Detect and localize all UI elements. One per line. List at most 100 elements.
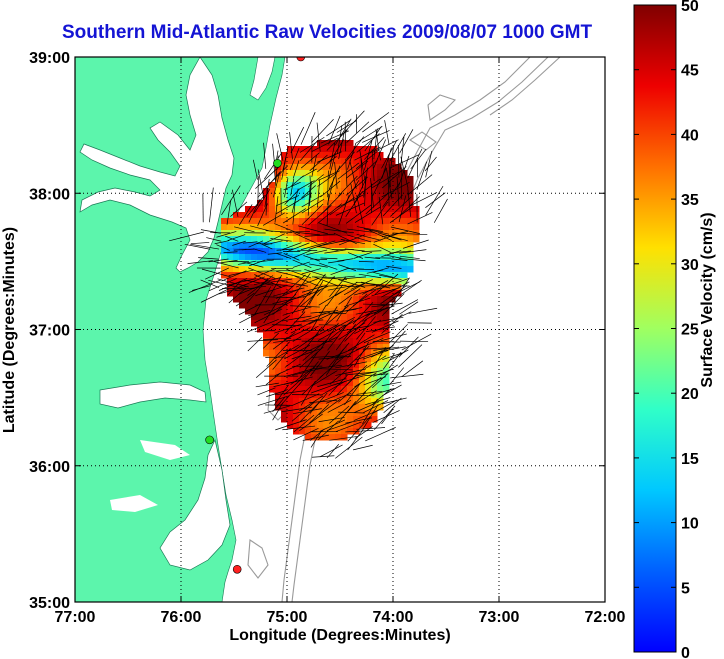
velocity-vector [364,126,382,152]
velocity-cell [371,392,378,399]
velocity-vector [297,225,329,235]
velocity-cell [251,218,258,225]
velocity-cell [275,326,282,333]
velocity-cell [347,224,354,231]
velocity-cell [311,242,318,249]
velocity-cell [365,158,372,165]
velocity-cell [299,182,306,189]
velocity-vector [283,374,307,396]
velocity-cell [317,362,324,369]
velocity-cell [269,356,276,363]
velocity-vector [387,176,390,207]
velocity-cell [287,236,294,243]
velocity-vector [389,146,394,179]
velocity-cell [293,170,300,177]
velocity-cell [317,368,324,375]
velocity-cell [383,386,390,393]
velocity-vector [362,306,389,322]
velocity-cell [311,230,318,237]
velocity-vector [398,344,423,368]
velocity-cell [221,224,228,231]
velocity-vector [362,112,390,133]
velocity-cell [329,194,336,201]
velocity-cell [401,278,408,285]
velocity-vector [309,181,312,207]
velocity-cell [305,380,312,387]
velocity-cell [227,290,234,297]
velocity-vector [320,257,338,260]
velocity-vector [320,180,341,198]
velocity-cell [251,230,258,237]
velocity-cell [251,212,258,219]
velocity-cell [335,422,342,429]
velocity-cell [263,218,270,225]
velocity-cell [293,236,300,243]
velocity-cell [335,362,342,369]
velocity-cell [353,158,360,165]
velocity-cell [245,230,252,237]
velocity-cell [365,200,372,207]
velocity-cell [371,200,378,207]
velocity-cell [377,260,384,267]
velocity-vector [309,428,325,441]
velocity-cell [287,326,294,333]
velocity-cell [293,218,300,225]
velocity-vector [290,305,320,308]
velocity-cell [323,434,330,441]
velocity-cell [395,224,402,231]
velocity-vector [353,444,373,451]
velocity-vector [371,287,400,297]
velocity-cell [227,224,234,231]
velocity-vector [396,176,400,207]
velocity-cell [305,326,312,333]
velocity-vector [358,261,374,263]
velocity-vector [328,374,348,396]
velocity-cell [335,308,342,315]
velocity-vector [329,142,336,169]
velocity-vector [282,274,306,296]
velocity-cell [347,140,354,147]
velocity-cell [245,272,252,279]
velocity-vector [340,239,366,245]
velocity-vector [242,279,274,286]
velocity-cell [323,368,330,375]
velocity-vector [242,241,258,244]
velocity-cell [281,266,288,273]
velocity-vector [383,311,412,325]
velocity-cell [413,230,420,237]
velocity-vector [216,244,230,251]
velocity-vector [308,273,326,296]
velocity-cell [335,296,342,303]
velocity-cell [299,428,306,435]
velocity-cell [317,188,324,195]
velocity-cell [227,236,234,243]
velocity-cell [281,416,288,423]
velocity-cell [233,296,240,303]
velocity-cell [389,260,396,267]
velocity-cell [287,404,294,411]
velocity-vector [407,212,433,225]
velocity-vector [255,285,287,297]
velocity-cell [347,164,354,171]
velocity-cell [383,356,390,363]
velocity-cell [233,254,240,261]
velocity-cell [245,254,252,261]
velocity-cell [335,314,342,321]
velocity-cell [329,356,336,363]
velocity-cell [395,266,402,273]
velocity-cell [245,224,252,231]
velocity-vector [266,390,287,397]
velocity-vector [346,285,375,287]
velocity-vector [330,268,348,275]
velocity-vector [433,198,448,223]
velocity-cell [323,176,330,183]
velocity-vector [373,368,394,377]
velocity-cell [371,374,378,381]
velocity-cell [305,332,312,339]
velocity-vector [355,337,384,351]
velocity-cell [323,416,330,423]
velocity-cell [347,176,354,183]
velocity-cell [323,290,330,297]
velocity-cell [341,170,348,177]
velocity-cell [293,146,300,153]
